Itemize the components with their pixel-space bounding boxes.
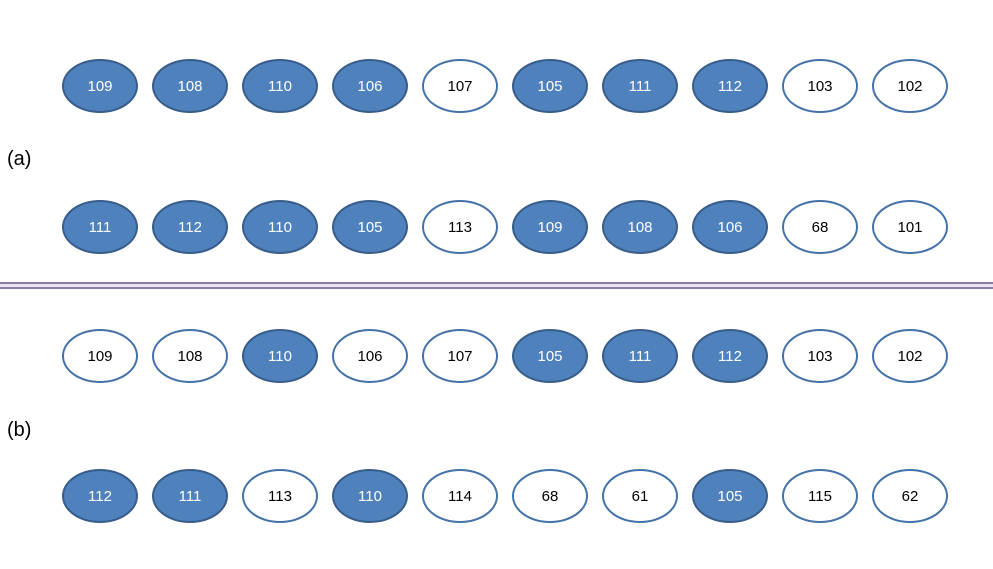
node-ellipse: 105	[332, 200, 408, 254]
node-value: 109	[87, 77, 113, 95]
node-value: 114	[448, 487, 472, 505]
node-ellipse: 113	[242, 469, 318, 523]
node-value: 102	[897, 77, 923, 95]
node-value: 112	[718, 347, 742, 365]
node-ellipse: 108	[602, 200, 678, 254]
node-value: 111	[88, 218, 112, 236]
node-value: 110	[268, 347, 292, 365]
node-value: 107	[447, 347, 473, 365]
node-ellipse: 103	[782, 329, 858, 383]
node-value: 106	[717, 218, 743, 236]
node-ellipse: 107	[422, 59, 498, 113]
node-value: 105	[537, 77, 563, 95]
node-ellipse: 110	[332, 469, 408, 523]
node-ellipse: 114	[422, 469, 498, 523]
node-value: 105	[357, 218, 383, 236]
node-value: 101	[897, 218, 923, 236]
node-ellipse: 107	[422, 329, 498, 383]
node-ellipse: 111	[602, 59, 678, 113]
node-ellipse: 109	[62, 59, 138, 113]
node-ellipse: 112	[62, 469, 138, 523]
node-ellipse: 112	[152, 200, 228, 254]
node-value: 110	[268, 218, 292, 236]
node-value: 111	[628, 347, 652, 365]
node-ellipse: 110	[242, 59, 318, 113]
node-value: 111	[628, 77, 652, 95]
node-value: 109	[537, 218, 563, 236]
node-value: 112	[88, 487, 112, 505]
node-value: 105	[537, 347, 563, 365]
node-ellipse: 105	[512, 329, 588, 383]
node-ellipse: 111	[62, 200, 138, 254]
node-value: 106	[357, 77, 383, 95]
node-value: 108	[177, 77, 203, 95]
node-value: 68	[811, 218, 829, 236]
node-ellipse: 113	[422, 200, 498, 254]
node-ellipse: 110	[242, 329, 318, 383]
section-a-label: (a)	[7, 148, 32, 170]
node-value: 103	[807, 347, 833, 365]
node-ellipse: 68	[782, 200, 858, 254]
node-row-a-top: 109 108 110 106 107 105 111 112 103 102	[62, 59, 948, 113]
node-ellipse: 110	[242, 200, 318, 254]
node-value: 106	[357, 347, 383, 365]
node-value: 61	[631, 487, 649, 505]
node-value: 62	[901, 487, 919, 505]
node-ellipse: 102	[872, 329, 948, 383]
node-value: 111	[178, 487, 202, 505]
node-value: 108	[177, 347, 203, 365]
node-ellipse: 103	[782, 59, 858, 113]
node-row-a-bottom: 111 112 110 105 113 109 108 106 68 101	[62, 200, 948, 254]
node-ellipse: 115	[782, 469, 858, 523]
node-value: 105	[717, 487, 743, 505]
node-row-b-bottom: 112 111 113 110 114 68 61 105 115 62	[62, 469, 948, 523]
node-ellipse: 61	[602, 469, 678, 523]
node-ellipse: 111	[602, 329, 678, 383]
node-value: 102	[897, 347, 923, 365]
node-value: 112	[718, 77, 742, 95]
node-value: 113	[448, 218, 472, 236]
node-value: 113	[268, 487, 292, 505]
node-ellipse: 68	[512, 469, 588, 523]
node-ellipse: 102	[872, 59, 948, 113]
node-ellipse: 111	[152, 469, 228, 523]
node-ellipse: 101	[872, 200, 948, 254]
node-value: 108	[627, 218, 653, 236]
node-ellipse: 108	[152, 329, 228, 383]
node-ellipse: 106	[332, 59, 408, 113]
node-ellipse: 106	[692, 200, 768, 254]
node-ellipse: 106	[332, 329, 408, 383]
node-ellipse: 62	[872, 469, 948, 523]
section-b-label: (b)	[7, 419, 32, 441]
node-value: 110	[268, 77, 292, 95]
node-ellipse: 112	[692, 329, 768, 383]
node-ellipse: 112	[692, 59, 768, 113]
node-value: 109	[87, 347, 113, 365]
node-ellipse: 109	[512, 200, 588, 254]
node-value: 103	[807, 77, 833, 95]
node-ellipse: 109	[62, 329, 138, 383]
node-value: 107	[447, 77, 473, 95]
node-ellipse: 108	[152, 59, 228, 113]
node-value: 110	[358, 487, 382, 505]
node-value: 115	[808, 487, 832, 505]
node-value: 112	[178, 218, 202, 236]
node-value: 68	[541, 487, 559, 505]
node-ellipse: 105	[692, 469, 768, 523]
node-ellipse: 105	[512, 59, 588, 113]
section-divider	[0, 282, 993, 289]
node-row-b-top: 109 108 110 106 107 105 111 112 103 102	[62, 329, 948, 383]
